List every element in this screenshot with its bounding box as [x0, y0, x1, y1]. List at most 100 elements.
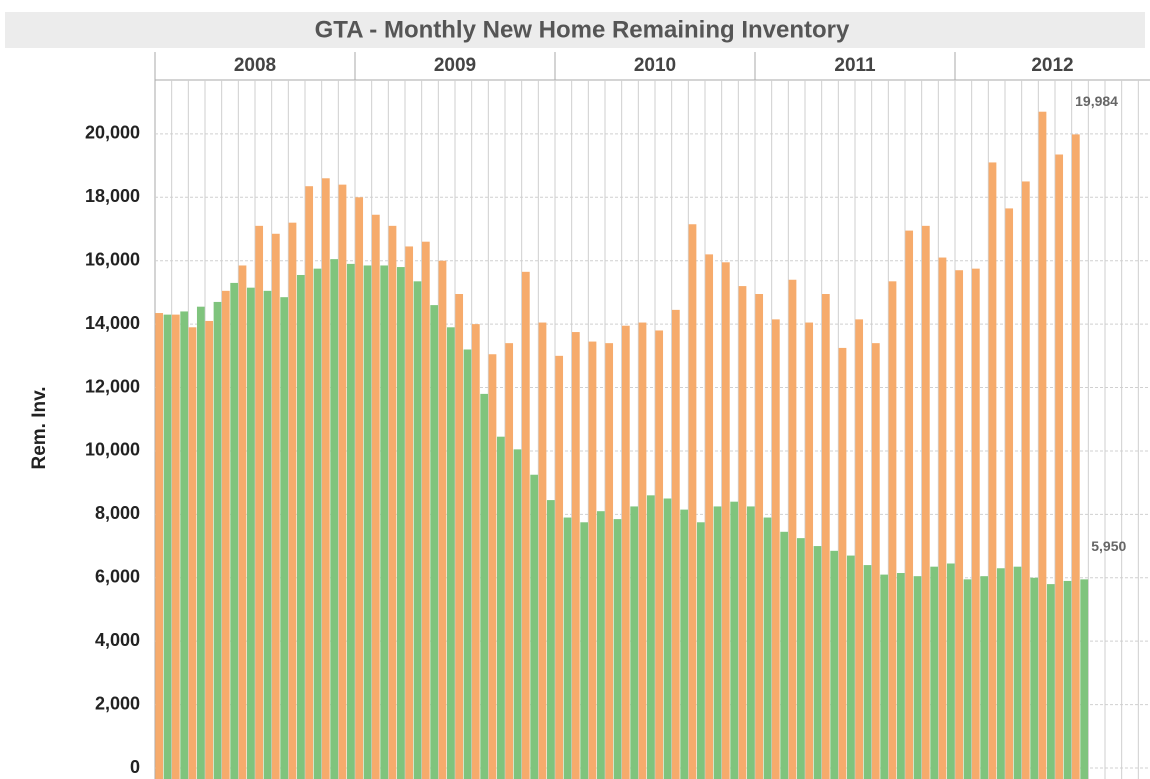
bar — [280, 297, 289, 779]
bar — [546, 500, 555, 779]
bar — [638, 322, 647, 779]
bar — [1013, 566, 1022, 779]
bar — [955, 270, 964, 779]
bar — [763, 517, 772, 779]
year-label: 2012 — [1031, 55, 1073, 76]
bar — [746, 506, 755, 779]
y-tick-label: 20,000 — [85, 123, 140, 143]
bar — [921, 225, 930, 779]
bar — [455, 294, 464, 779]
bar — [838, 347, 847, 779]
bar — [396, 267, 405, 779]
bar — [1038, 111, 1047, 779]
bar — [171, 314, 180, 779]
bar — [730, 501, 739, 779]
bar — [246, 287, 255, 779]
bar — [655, 330, 664, 779]
y-tick-label: 0 — [130, 757, 140, 777]
year-label: 2009 — [434, 55, 476, 76]
bar — [221, 290, 230, 779]
y-tick-label: 18,000 — [85, 186, 140, 206]
bar — [1021, 181, 1030, 779]
bar — [663, 498, 672, 779]
bar — [371, 214, 380, 779]
bar — [788, 279, 797, 779]
bar — [846, 555, 855, 779]
bar — [205, 320, 214, 779]
bar — [755, 294, 764, 779]
bar — [771, 319, 780, 779]
bar — [1046, 584, 1055, 779]
y-tick-label: 16,000 — [85, 249, 140, 269]
bar — [355, 197, 364, 779]
bar — [1055, 154, 1064, 779]
bar — [971, 268, 980, 779]
bar — [413, 281, 422, 779]
bar — [321, 178, 330, 779]
y-tick-label: 14,000 — [85, 313, 140, 333]
bar — [596, 511, 605, 779]
bar — [313, 268, 322, 779]
bar — [571, 332, 580, 779]
bar — [488, 354, 497, 779]
bar — [1071, 134, 1080, 779]
bar — [713, 506, 722, 779]
bar — [1005, 208, 1014, 779]
bar — [446, 327, 455, 779]
bar — [421, 241, 430, 779]
bar — [905, 230, 914, 779]
bar — [505, 343, 514, 779]
bar — [1080, 579, 1089, 779]
bar — [471, 324, 480, 779]
bar — [580, 522, 589, 779]
bar — [621, 325, 630, 779]
bar — [896, 573, 905, 779]
bar — [496, 436, 505, 779]
year-label: 2010 — [634, 55, 676, 76]
bar — [538, 322, 547, 779]
bar — [1030, 577, 1039, 779]
y-tick-label: 10,000 — [85, 440, 140, 460]
bar — [830, 550, 839, 779]
bar — [946, 563, 955, 779]
bar — [555, 355, 564, 779]
bar — [671, 309, 680, 779]
bar — [930, 566, 939, 779]
bar — [630, 506, 639, 779]
bar — [480, 393, 489, 779]
y-tick-label: 6,000 — [95, 567, 140, 587]
bar — [705, 254, 714, 779]
bar — [380, 265, 389, 779]
bar — [163, 314, 172, 779]
y-tick-label: 12,000 — [85, 376, 140, 396]
bar — [255, 225, 264, 779]
bar — [913, 576, 922, 779]
bar — [430, 305, 439, 779]
bar — [388, 225, 397, 779]
bar — [363, 265, 372, 779]
bar — [271, 233, 280, 779]
bar — [888, 281, 897, 779]
bar — [938, 257, 947, 779]
y-tick-label: 2,000 — [95, 693, 140, 713]
value-label: 19,984 — [1075, 93, 1118, 109]
bar — [588, 341, 597, 779]
bar — [738, 286, 747, 779]
bar — [180, 311, 189, 779]
year-label: 2011 — [834, 55, 876, 76]
bar — [438, 260, 447, 779]
bar — [646, 495, 655, 779]
bar — [821, 294, 830, 779]
year-label: 2008 — [234, 55, 276, 76]
bar — [980, 576, 989, 779]
bar — [338, 184, 347, 779]
chart-title: GTA - Monthly New Home Remaining Invento… — [315, 16, 850, 43]
bar — [530, 474, 539, 779]
bar — [238, 265, 247, 779]
y-axis-label: Rem. Inv. — [29, 386, 50, 469]
bar — [305, 186, 314, 779]
bar — [196, 306, 205, 779]
bar — [288, 222, 297, 779]
bar — [605, 343, 614, 779]
bar — [296, 274, 305, 779]
